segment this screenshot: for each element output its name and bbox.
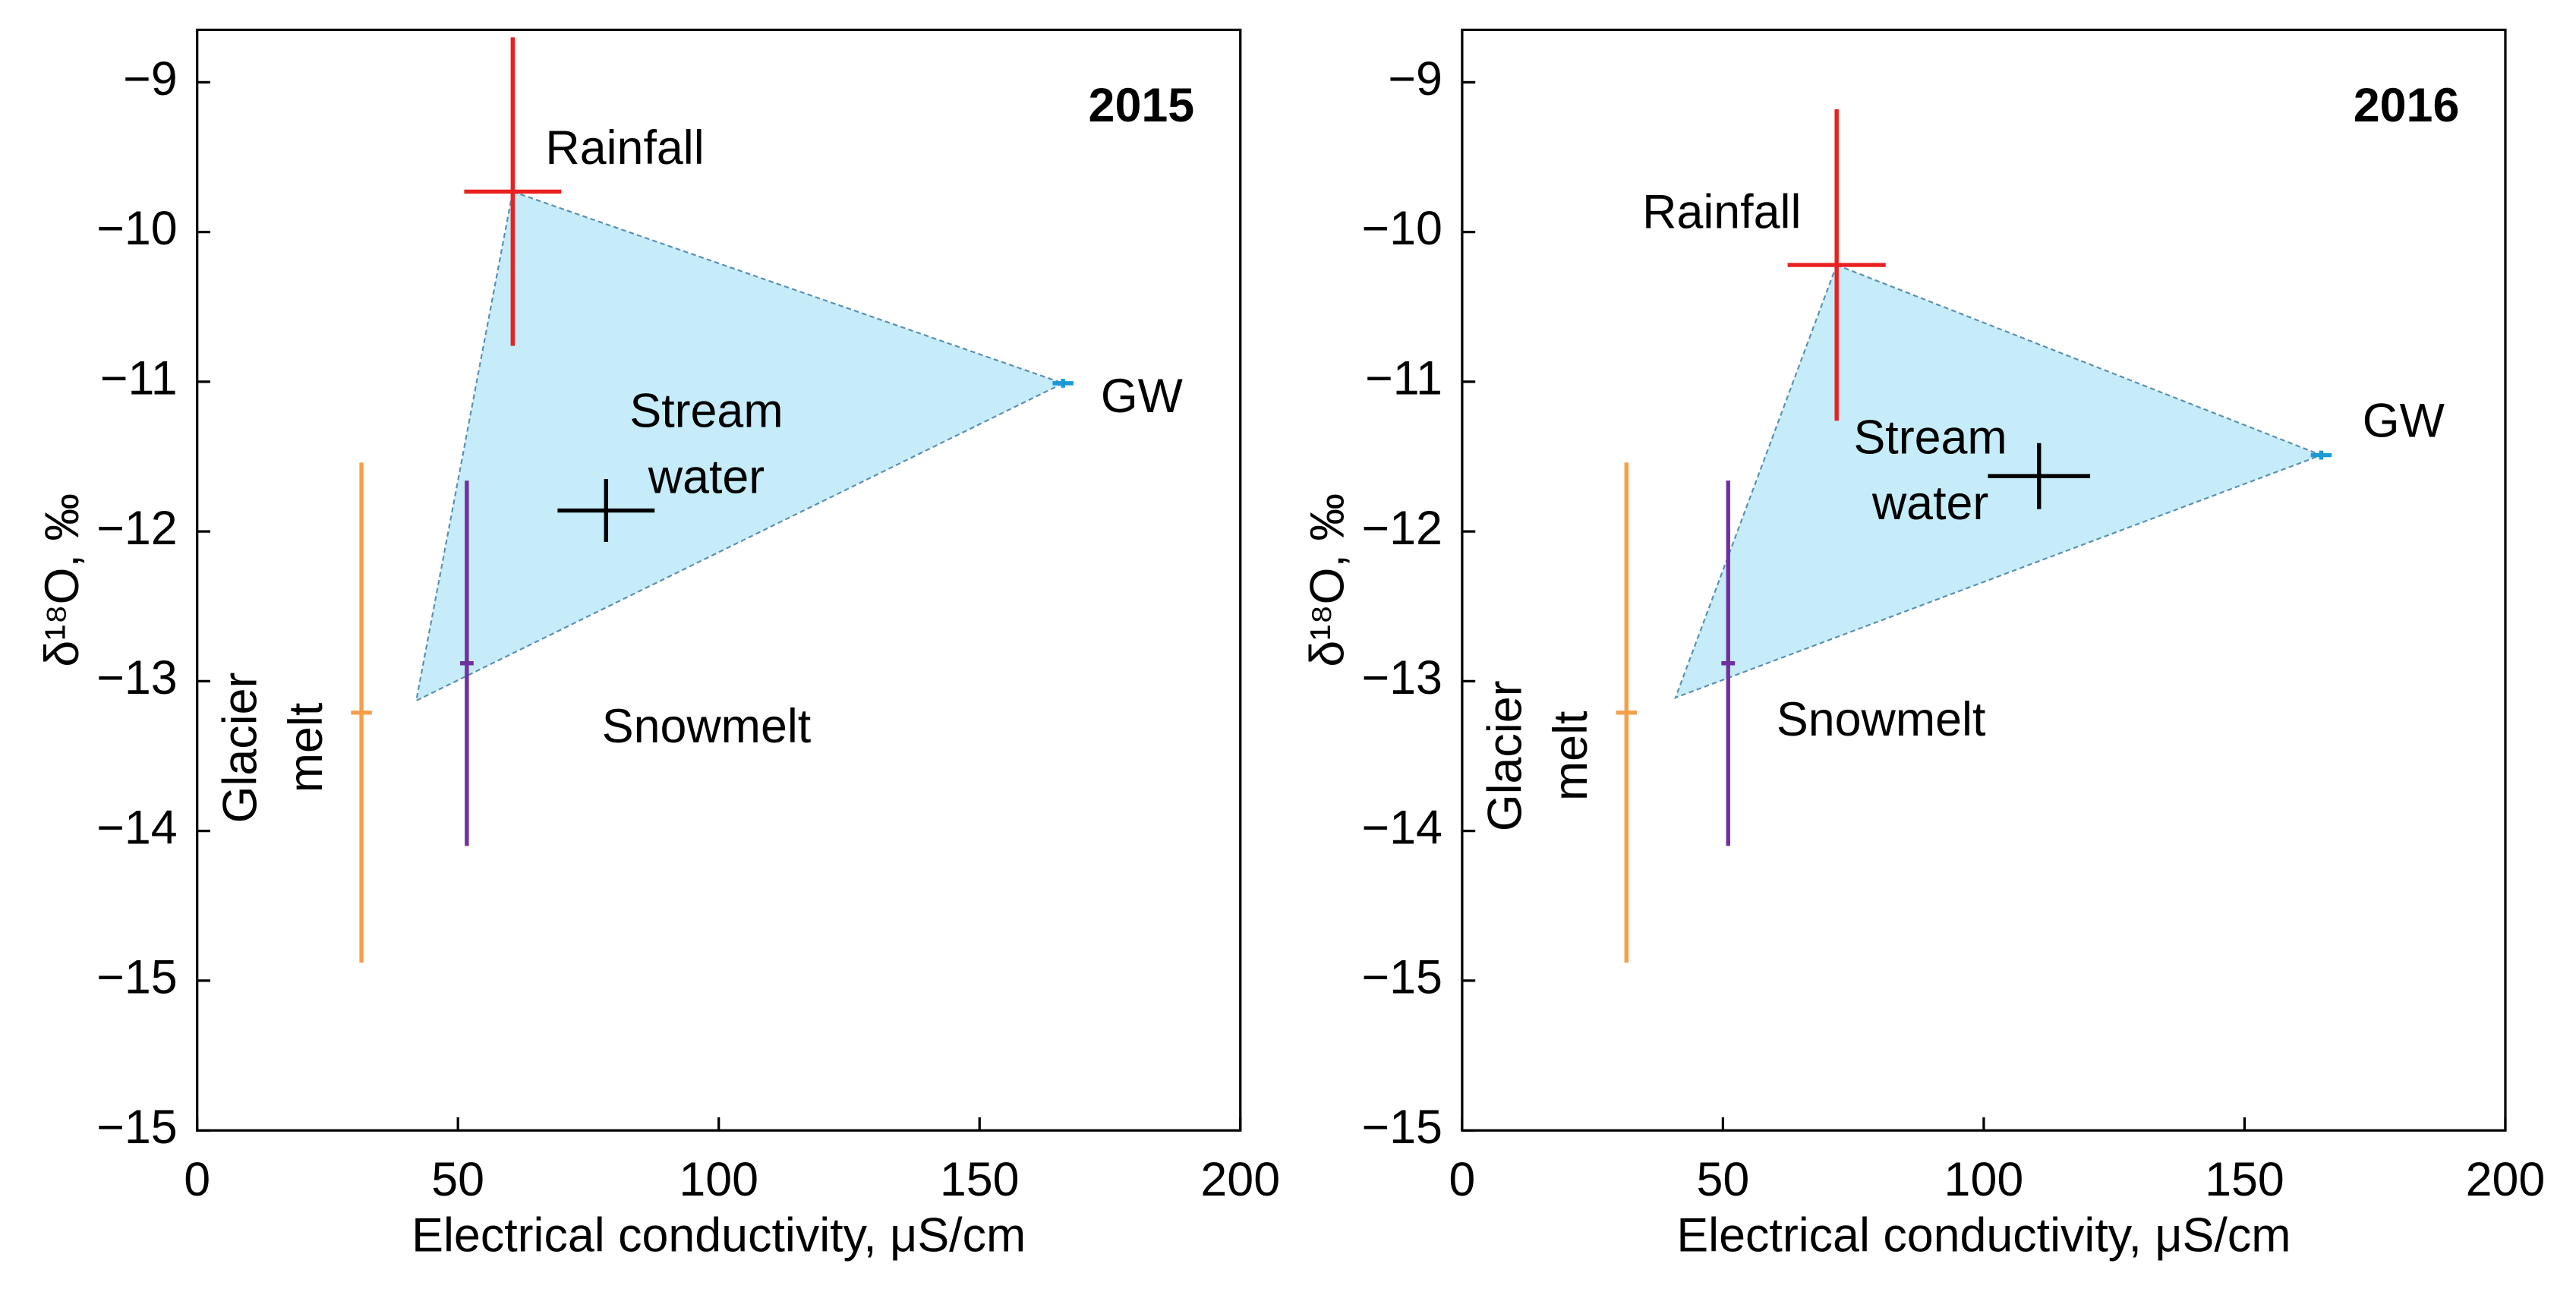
y-tick-label: −13 [96,651,177,704]
y-tick-label: −11 [1365,351,1442,405]
series-label: Glacier melt [1478,680,1597,831]
y-tick-label: −14 [1361,801,1442,854]
y-tick-label: −15 [1361,951,1442,1004]
y-tick-label: −12 [1361,502,1442,555]
series-label: GW [2363,394,2445,447]
panel: −9−10−11−12−13−14−15−150 50 100 150 200Elect… [36,28,1280,1262]
x-tick-label: 150 [940,1153,1020,1206]
panel-title: 2016 [2354,79,2460,132]
y-tick-label: −10 [96,202,177,255]
y-tick-label: −14 [96,801,177,854]
y-tick-label: −10 [1361,202,1442,255]
y-axis-label: δ¹⁸O, ‰ [1301,493,1354,667]
series-label: Snowmelt [1777,693,1986,746]
y-axis-label: δ¹⁸O, ‰ [36,493,89,667]
x-axis-label: Electrical conductivity, μS/cm [1676,1209,2291,1262]
x-tick-label: 100 [679,1153,758,1206]
y-tick-label: −12 [96,502,177,555]
mixing-area [415,190,1065,702]
x-axis-label: Electrical conductivity, μS/cm [411,1209,1026,1262]
x-tick-label: 200 [1200,1153,1280,1206]
x-tick-label: 0 [184,1153,210,1206]
series-label: Snowmelt [602,700,812,753]
x-tick-label: 50 [1696,1153,1749,1206]
y-tick-label: −9 [123,52,178,106]
plot-frame [196,28,1242,1132]
y-tick-label: −15 [1361,1101,1442,1154]
x-tick-label: 200 [2466,1153,2546,1206]
mixing-area [1674,263,2324,699]
x-tick-label: 0 [1449,1153,1475,1206]
x-tick-label: 100 [1944,1153,2024,1206]
y-tick-label: −15 [96,1101,177,1154]
y-tick-label: −15 [96,951,177,1004]
series-label: GW [1101,370,1184,423]
series-label: Glacier melt [213,673,333,824]
series-label: Rainfall [1642,185,1801,238]
y-tick-label: −11 [100,351,178,405]
y-tick-label: −9 [1388,52,1442,106]
x-tick-label: 150 [2205,1153,2284,1206]
x-tick-label: 50 [431,1153,484,1206]
series-label: Stream water [629,384,783,503]
panel-title: 2015 [1089,79,1195,132]
panel: −9−10−11−12−13−14−15−150 50 100 150 200Elect… [1301,28,2546,1262]
series-label: Rainfall [545,121,704,175]
series-label: Stream water [1853,411,2007,530]
y-tick-label: −13 [1361,651,1442,704]
